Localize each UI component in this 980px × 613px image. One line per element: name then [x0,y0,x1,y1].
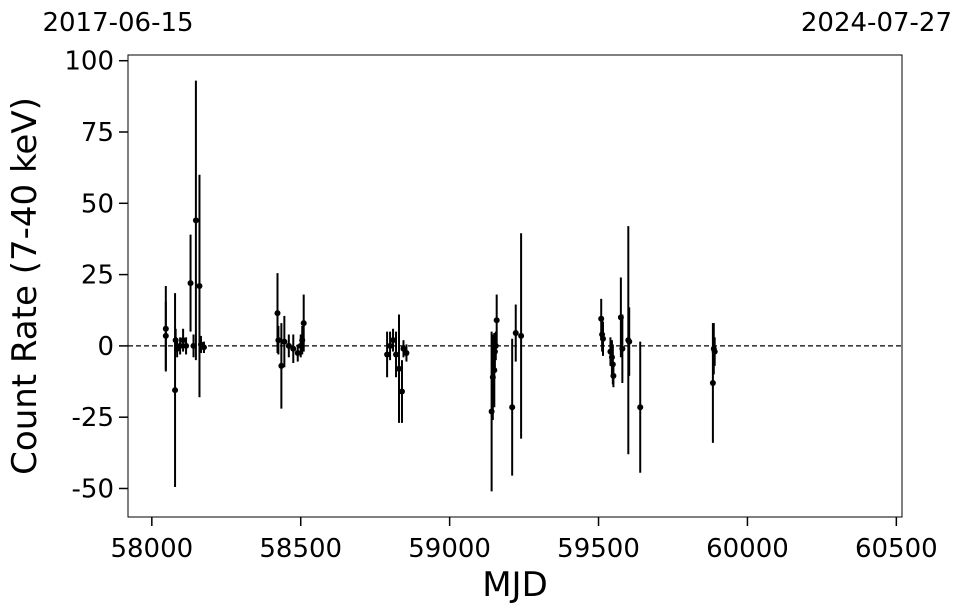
data-point [300,320,307,327]
data-point [400,345,407,352]
data-point [512,330,519,337]
data-point [384,351,391,358]
y-tick-label: 75 [81,118,114,148]
data-point [196,283,203,289]
data-point [172,387,179,394]
data-point [610,372,617,379]
data-point [177,342,184,349]
plot-frame [127,54,903,518]
data-point [619,345,626,352]
y-tick-label: 50 [81,189,114,219]
data-point [711,348,718,355]
data-point [626,338,633,345]
data-point [180,337,187,344]
x-axis-label: MJD [482,565,548,605]
data-point [281,338,288,345]
data-point [600,335,607,342]
data-point [278,362,285,369]
data-point [275,337,282,344]
y-tick-label: -50 [72,474,114,504]
data-point [709,379,716,386]
y-axis-label: Count Rate (7-40 keV) [5,97,45,475]
data-point [393,351,400,358]
data-point [274,310,281,317]
x-tick-label: 60500 [855,534,938,564]
data-point [285,342,292,349]
data-point [192,217,199,224]
data-point [403,350,410,357]
data-point [387,342,394,349]
y-tick-label: 0 [97,332,114,362]
data-point [200,344,207,351]
data-point [398,388,405,395]
y-tick-label: -25 [72,403,114,433]
data-point [509,404,516,411]
data-point [493,317,500,324]
x-tick-label: 58500 [259,534,342,564]
data-point [637,404,644,411]
data-point [390,337,397,344]
top-date-label: 2017-06-15 [42,8,193,38]
x-tick-label: 58000 [110,534,193,564]
data-point [290,345,297,352]
y-tick-label: 100 [64,47,114,77]
x-tick-label: 59500 [557,534,640,564]
data-point [396,365,403,372]
data-point [294,350,301,357]
y-tick-label: 25 [81,261,114,291]
data-point [187,280,194,287]
x-tick-label: 60000 [706,534,789,564]
data-point [518,332,525,339]
data-point [162,332,169,339]
x-tick-label: 59000 [408,534,491,564]
top-date-label: 2024-07-27 [801,8,952,38]
data-point [183,342,190,349]
